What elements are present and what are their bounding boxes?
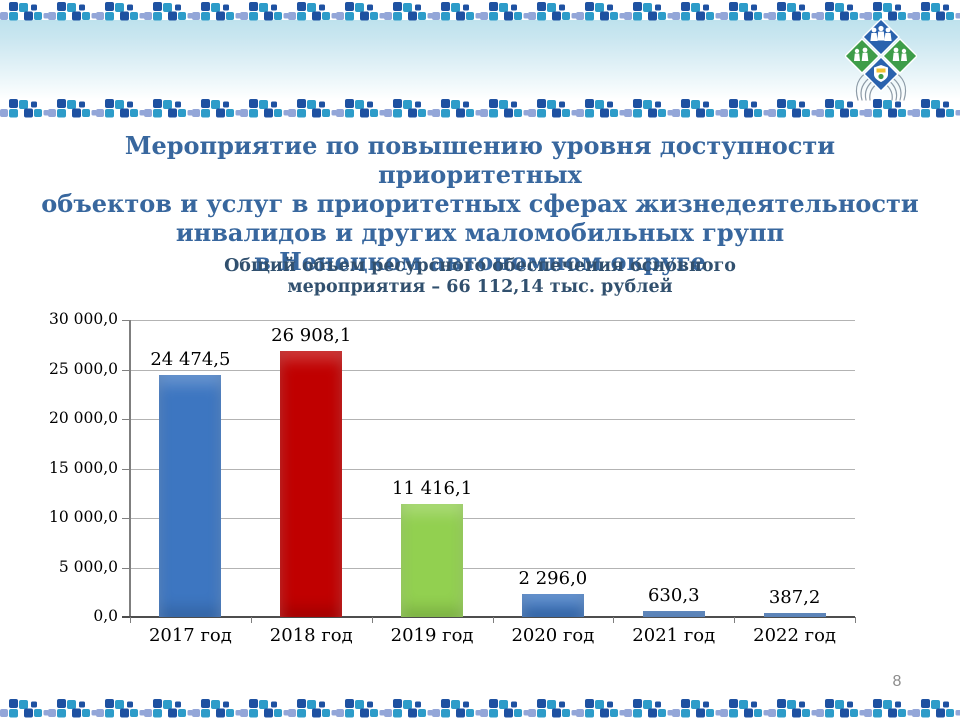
bar-value-label: 26 908,1	[271, 324, 352, 346]
y-axis-tick	[122, 369, 130, 371]
x-category-label: 2021 год	[632, 625, 716, 646]
bar-value-label: 630,3	[647, 584, 700, 606]
x-axis-tick	[371, 617, 373, 623]
chart-title-line-2: мероприятия – 66 112,14 тыс. рублей	[287, 277, 673, 297]
y-tick-label: 15 000,0	[48, 458, 118, 477]
y-axis-tick	[122, 320, 130, 321]
gridline	[130, 320, 855, 321]
y-tick-label: 25 000,0	[48, 359, 118, 378]
y-tick-label: 30 000,0	[48, 310, 118, 328]
x-axis-line	[122, 616, 855, 618]
x-category-label: 2022 год	[753, 625, 837, 646]
y-tick-label: 20 000,0	[48, 409, 118, 427]
gridline	[130, 369, 855, 371]
gridline	[130, 567, 855, 569]
bar-value-label: 387,2	[768, 587, 821, 609]
title-line-3: инвалидов и других маломобильных групп	[175, 218, 785, 247]
y-axis-tick	[122, 468, 130, 470]
bar-value-label: 2 296,0	[518, 568, 588, 590]
banner-bottom-border-pattern	[0, 98, 960, 118]
bar	[401, 503, 464, 617]
y-tick-label: 0,0	[93, 607, 118, 625]
y-tick-label: 10 000,0	[48, 508, 118, 526]
x-axis-tick	[734, 617, 736, 623]
bar	[763, 613, 826, 617]
y-axis-tick	[122, 567, 130, 569]
gridline	[130, 468, 855, 470]
x-category-label: 2017 год	[148, 625, 232, 646]
gridline	[130, 518, 855, 519]
gridline	[130, 419, 855, 420]
x-category-label: 2019 год	[390, 625, 474, 646]
title-line-1: Мероприятие по повышению уровня доступно…	[124, 131, 836, 189]
x-axis-tick	[855, 617, 856, 623]
y-axis-line	[129, 320, 131, 617]
x-category-label: 2020 год	[511, 625, 595, 646]
top-border-pattern	[0, 1, 960, 21]
chart-title-line-1: Общий объем ресурсного обеспечения основ…	[224, 256, 736, 276]
x-axis-tick	[130, 617, 131, 623]
bar	[521, 594, 584, 617]
x-category-label: 2018 год	[269, 625, 353, 646]
bar-value-label: 24 474,5	[150, 348, 231, 370]
bar	[642, 610, 705, 617]
header-banner	[0, 20, 960, 99]
bar	[159, 374, 222, 617]
x-axis-tick	[613, 617, 615, 623]
y-axis-tick	[122, 419, 130, 420]
bar-value-label: 11 416,1	[392, 477, 473, 499]
slide-title: Мероприятие по повышению уровня доступно…	[30, 131, 930, 276]
bar	[280, 350, 343, 617]
bottom-border-pattern	[0, 698, 960, 718]
y-tick-label: 5 000,0	[58, 557, 118, 576]
page-number: 8	[892, 673, 902, 690]
title-line-4: в Ненецком автономном округе	[254, 247, 706, 276]
x-axis-tick	[250, 617, 252, 623]
y-axis-tick	[122, 518, 130, 519]
x-axis-tick	[492, 617, 494, 623]
chart-title: Общий объем ресурсного обеспечения основ…	[130, 256, 830, 298]
social-protection-logo-icon	[845, 18, 917, 101]
title-line-2: объектов и услуг в приоритетных сферах ж…	[41, 189, 919, 218]
